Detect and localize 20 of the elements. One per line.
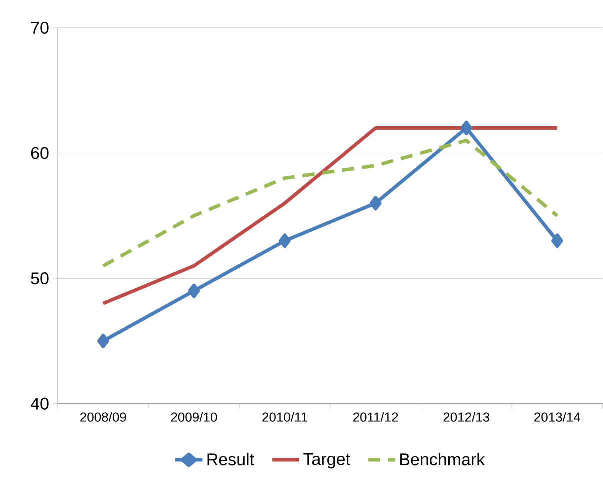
x-tick-label: 2013/14 — [534, 412, 580, 422]
x-tick-label: 2012/13 — [444, 412, 490, 422]
x-tick-label: 2011/12 — [353, 412, 398, 422]
point — [98, 334, 110, 349]
y-tick-label: 40 — [30, 398, 49, 410]
x-tick-label: 2009/10 — [171, 412, 218, 422]
y-tick-label: 50 — [31, 272, 49, 285]
y-tick-label: 60 — [31, 147, 49, 160]
x-tick-label: 2010/11 — [262, 412, 308, 422]
point — [188, 284, 200, 298]
line-series — [102, 139, 560, 268]
point — [279, 234, 291, 248]
point — [460, 121, 472, 136]
legend-label: Benchmark — [400, 453, 486, 466]
y-tick-label: 70 — [31, 22, 49, 34]
legend-label: Target — [304, 454, 350, 469]
point — [552, 234, 564, 248]
x-tick-label: 2008/09 — [80, 412, 126, 422]
legend-label: Result — [208, 453, 254, 466]
point — [370, 196, 382, 211]
